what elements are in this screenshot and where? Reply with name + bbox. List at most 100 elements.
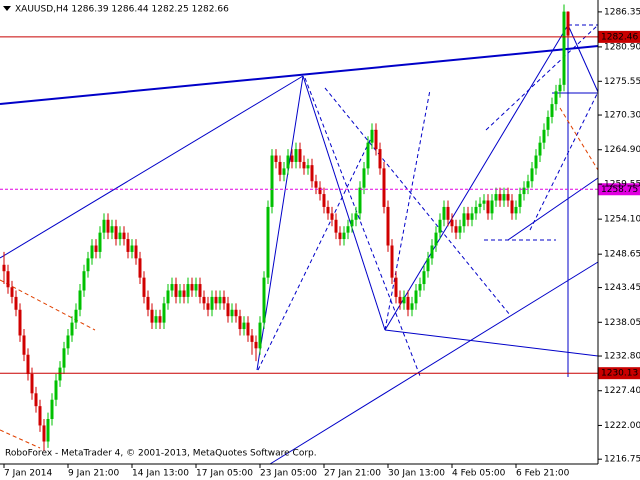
candle-body [354, 213, 358, 220]
dashed-line [0, 429, 41, 449]
candle-body [322, 194, 326, 207]
candle-body [314, 181, 318, 188]
candle-body [494, 194, 498, 201]
x-tick-label: 9 Jan 21:00 [68, 469, 120, 479]
candle-body [442, 206, 446, 220]
dashed-line [559, 107, 599, 171]
candles [2, 4, 570, 452]
candle-body [550, 104, 554, 117]
candle-body [86, 258, 90, 272]
candle-body [194, 284, 198, 291]
candle-body [102, 219, 106, 233]
price-level-tag [598, 183, 640, 196]
candle-body [390, 245, 394, 278]
candle-body [398, 296, 402, 304]
price-level-label: 1282.46 [601, 32, 638, 42]
dashed-line [304, 77, 421, 377]
candle-body [546, 116, 550, 130]
candle-body [326, 206, 330, 214]
trend-line [0, 75, 304, 259]
candle-body [410, 303, 414, 310]
x-tick-label: 30 Jan 13:00 [388, 469, 445, 479]
candle-body [258, 322, 262, 349]
candle-body [446, 206, 450, 220]
candle-body [206, 303, 210, 310]
candle-body [450, 219, 454, 227]
candle-body [246, 322, 250, 336]
candle-body [482, 200, 486, 204]
candle-body [226, 303, 230, 317]
candle-body [178, 290, 182, 297]
candle-body [554, 91, 558, 105]
candle-body [498, 194, 502, 201]
candle-body [342, 232, 346, 240]
y-tick-label: 1248.65 [604, 250, 640, 260]
candle-body [502, 194, 506, 201]
candle-body [74, 309, 78, 323]
candle-body [562, 11, 566, 85]
x-tick-label: 7 Jan 2014 [4, 469, 52, 479]
watermark: RoboForex - MetaTrader 4, © 2001-2013, M… [5, 449, 317, 459]
candle-body [526, 181, 530, 188]
trend-line [507, 177, 599, 241]
candle-body [274, 155, 278, 162]
candle-body [474, 206, 478, 214]
candle-body [306, 165, 310, 169]
candle-body [522, 187, 526, 195]
candle-body [38, 406, 42, 426]
candle-body [242, 322, 246, 330]
y-tick-label: 1286.35 [604, 7, 640, 17]
candle-body [406, 296, 410, 310]
candle-body [402, 296, 406, 304]
candle-body [210, 296, 214, 310]
x-tick-label: 17 Jan 05:00 [196, 469, 253, 479]
candle-body [538, 142, 542, 156]
price-level-tag [598, 30, 640, 43]
candle-body [302, 161, 306, 169]
y-tick-label: 1222.00 [604, 421, 640, 431]
candle-body [254, 341, 258, 349]
candle-body [238, 316, 242, 330]
candle-body [510, 200, 514, 214]
menu-arrow[interactable] [3, 6, 11, 11]
candle-body [434, 232, 438, 246]
dashed-line [529, 91, 599, 231]
y-tick-label: 1238.05 [604, 318, 640, 328]
x-tick-label: 27 Jan 21:00 [324, 469, 381, 479]
candle-body [54, 380, 58, 400]
candle-body [286, 155, 290, 169]
candle-body [362, 168, 366, 188]
candle-body [318, 187, 322, 195]
candle-body [150, 309, 154, 323]
candle-body [310, 165, 314, 182]
candle-body [478, 203, 482, 207]
candle-body [46, 419, 50, 442]
candle-body [18, 309, 22, 336]
candle-body [374, 129, 378, 150]
y-tick-label: 1254.10 [604, 215, 640, 225]
candle-body [70, 322, 74, 336]
candle-body [90, 245, 94, 259]
dashed-line [257, 129, 376, 371]
candle-body [470, 213, 474, 220]
candle-body [514, 206, 518, 214]
candle-body [158, 316, 162, 323]
price-level-tag [598, 367, 640, 380]
candle-body [14, 296, 18, 310]
candle-body [214, 296, 218, 304]
y-tick-label: 1216.75 [604, 455, 640, 465]
candle-body [338, 232, 342, 240]
candle-body [2, 264, 6, 272]
candle-body [418, 284, 422, 291]
trend-line [302, 75, 386, 331]
candle-body [222, 296, 226, 304]
candle-body [542, 129, 546, 143]
candle-body [230, 309, 234, 317]
candle-body [466, 213, 470, 220]
trend-line [0, 45, 599, 105]
price-level-label: 1258.75 [601, 185, 638, 195]
candle-body [358, 187, 362, 214]
candle-body [438, 219, 442, 233]
candle-body [282, 168, 286, 175]
